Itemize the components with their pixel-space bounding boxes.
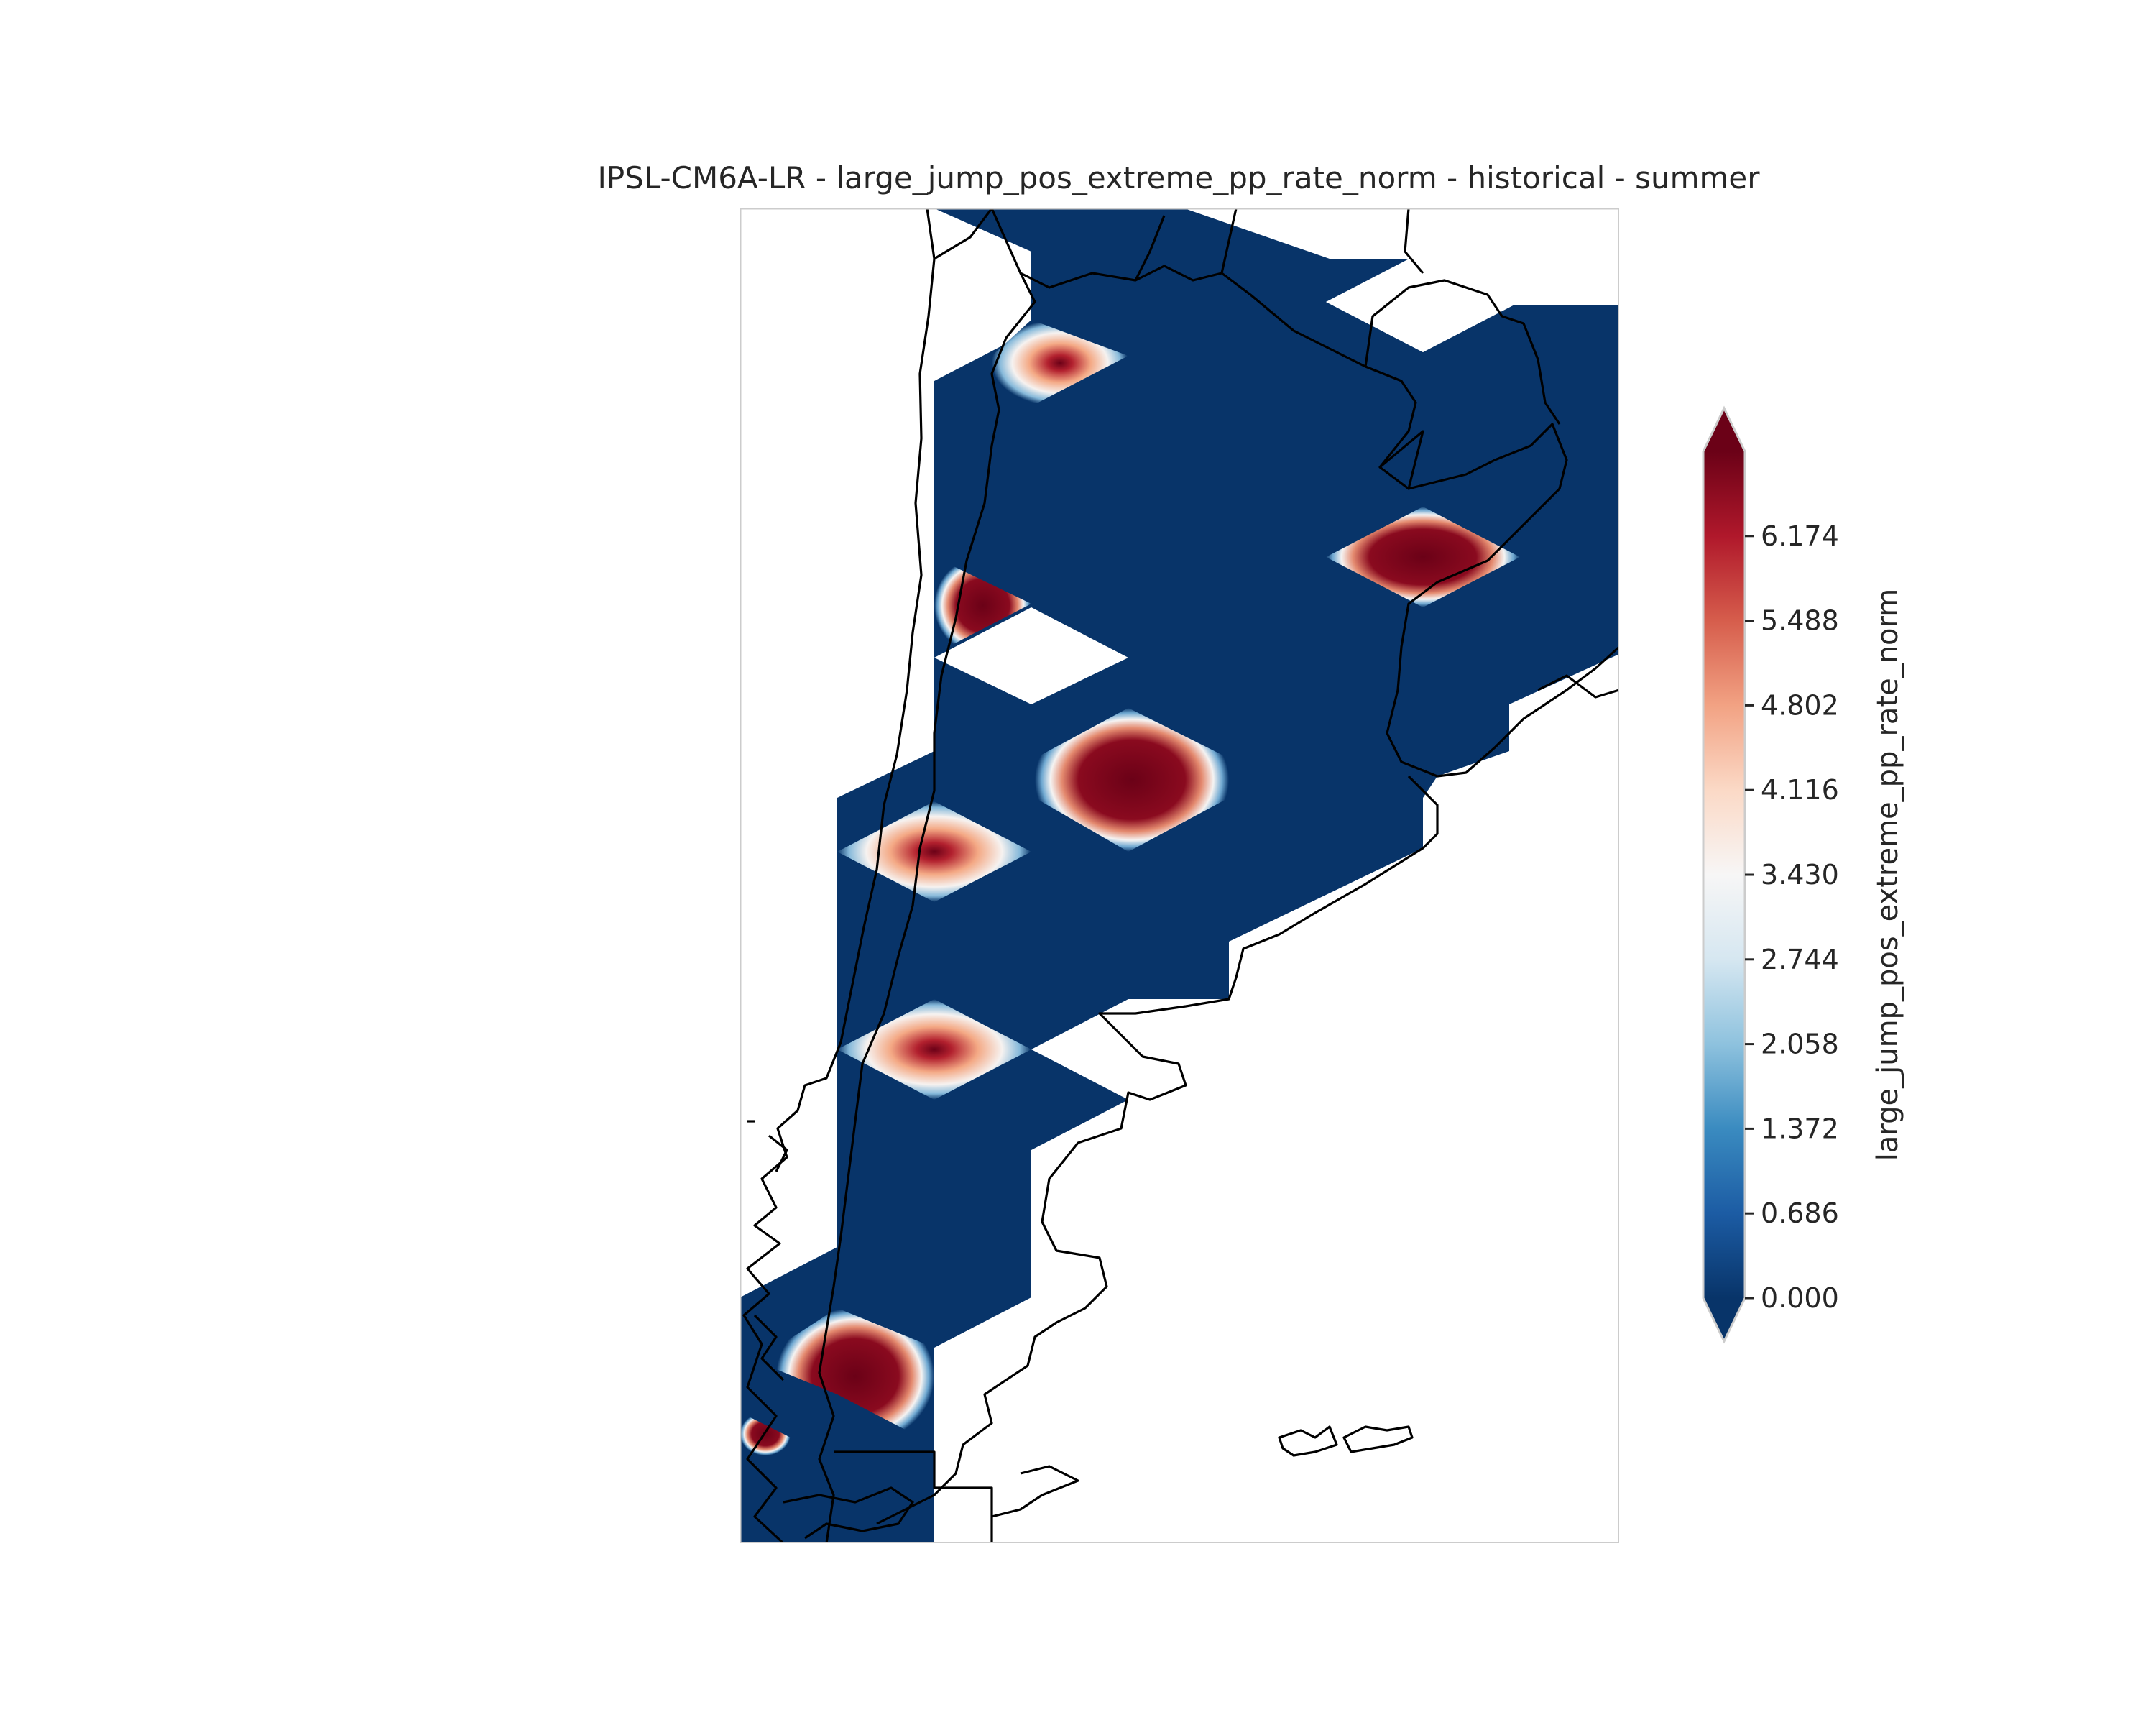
colorbar-tick-label: 5.488 [1761,605,1839,637]
data-field [740,208,1619,1543]
colorbar-extend-max [1703,408,1745,451]
colorbar-tick-label: 1.372 [1761,1113,1839,1144]
colorbar-ticks: 0.000 0.686 1.372 2.058 2.744 3.430 4.116 4.802… [1745,520,1839,1314]
colorbar-body [1703,451,1745,1298]
colorbar-tick-label: 2.744 [1761,944,1839,975]
colorbar: 0.000 0.686 1.372 2.058 2.744 3.430 4.116 4.802… [1702,405,1904,1344]
colorbar-tick-label: 4.116 [1761,774,1839,806]
colorbar-tick-label: 6.174 [1761,520,1839,552]
map-panel [740,208,1619,1543]
colorbar-tick-label: 3.430 [1761,859,1839,891]
colorbar-tick-label: 0.686 [1761,1197,1839,1229]
colorbar-tick-label: 2.058 [1761,1029,1839,1060]
map-title: IPSL-CM6A-LR - large_jump_pos_extreme_pp… [597,160,1760,196]
colorbar-label: large_jump_pos_extreme_pp_rate_norm [1871,589,1904,1161]
colorbar-extend-min [1703,1298,1745,1341]
colorbar-tick-label: 4.802 [1761,689,1839,721]
coastlines [742,208,1619,1543]
colorbar-tick-label: 0.000 [1761,1282,1839,1314]
